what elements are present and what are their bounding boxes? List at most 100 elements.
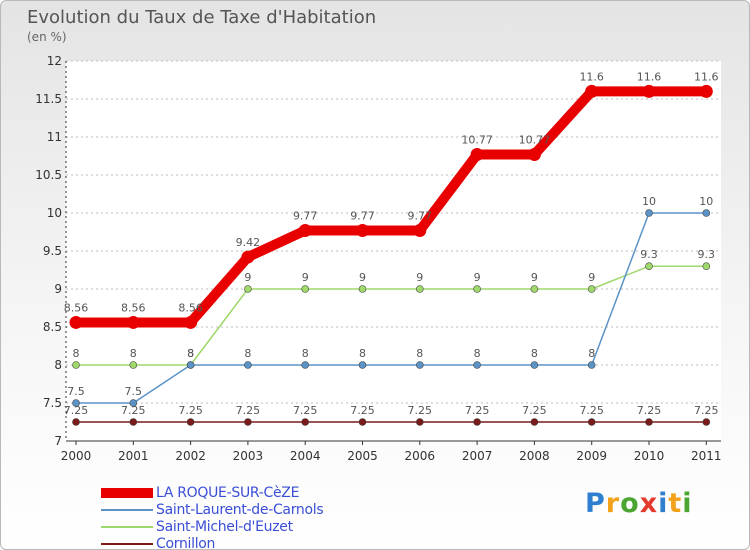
logo-letter: i bbox=[658, 488, 669, 519]
data-point bbox=[358, 361, 367, 369]
legend-label-saint-michel: Saint-Michel-d'Euzet bbox=[156, 519, 293, 535]
data-point bbox=[186, 418, 195, 426]
data-label: 9 bbox=[302, 271, 309, 284]
data-point bbox=[415, 418, 424, 426]
proxiti-logo: Proxiti bbox=[585, 488, 693, 519]
legend-swatch-la-roque bbox=[101, 488, 153, 498]
data-point bbox=[72, 399, 80, 407]
data-point bbox=[587, 285, 596, 293]
logo-letter: x bbox=[639, 488, 659, 519]
logo-letter: r bbox=[605, 488, 621, 519]
data-label: 9.77 bbox=[350, 209, 375, 222]
data-label: 9.77 bbox=[408, 209, 433, 222]
y-tick-label: 9.5 bbox=[43, 244, 62, 258]
data-point bbox=[301, 285, 310, 293]
data-label: 7.25 bbox=[522, 404, 547, 417]
chart-subtitle: (en %) bbox=[27, 30, 67, 44]
data-label: 9.3 bbox=[640, 248, 658, 261]
y-tick-label: 11 bbox=[47, 130, 62, 144]
data-label: 8.56 bbox=[121, 301, 146, 314]
data-label: 7.25 bbox=[236, 404, 261, 417]
series-line-saint-michel-d-euzet bbox=[76, 265, 707, 366]
data-point bbox=[645, 418, 653, 426]
data-label: 11.6 bbox=[579, 70, 604, 83]
data-label: 7.25 bbox=[408, 404, 433, 417]
data-label: 8 bbox=[531, 347, 538, 360]
logo-letter: i bbox=[682, 488, 693, 519]
data-point bbox=[358, 285, 367, 293]
data-label: 10 bbox=[699, 195, 713, 208]
data-point bbox=[642, 84, 656, 98]
data-point bbox=[301, 361, 310, 369]
data-label: 8 bbox=[416, 347, 423, 360]
x-tick-label: 2008 bbox=[519, 449, 550, 463]
series-line-saint-laurent-de-carnols bbox=[76, 212, 707, 404]
logo-letter: P bbox=[585, 488, 606, 519]
x-tick-label: 2004 bbox=[290, 449, 321, 463]
data-label: 8.56 bbox=[64, 301, 89, 314]
data-label: 7.25 bbox=[694, 404, 719, 417]
data-label: 11.6 bbox=[637, 70, 662, 83]
data-label: 8 bbox=[588, 347, 595, 360]
x-tick-label: 2002 bbox=[175, 449, 206, 463]
data-point bbox=[473, 361, 481, 369]
data-point bbox=[702, 262, 711, 271]
data-point bbox=[415, 361, 424, 369]
data-point bbox=[69, 315, 83, 329]
data-point bbox=[530, 418, 539, 426]
data-label: 7.5 bbox=[125, 385, 143, 398]
x-tick-label: 2009 bbox=[576, 449, 607, 463]
data-label: 9 bbox=[531, 271, 538, 284]
data-point bbox=[470, 147, 484, 161]
data-point bbox=[473, 418, 481, 426]
data-point bbox=[72, 418, 80, 426]
y-tick-label: 7.5 bbox=[43, 396, 62, 410]
data-point bbox=[244, 418, 252, 426]
data-label: 9.42 bbox=[236, 236, 261, 249]
data-label: 7.25 bbox=[178, 404, 203, 417]
data-label: 7.25 bbox=[293, 404, 318, 417]
data-point bbox=[244, 285, 252, 293]
y-tick-label: 8.5 bbox=[43, 320, 62, 334]
y-tick-label: 11.5 bbox=[35, 92, 62, 106]
y-tick-label: 12 bbox=[47, 54, 62, 68]
data-point bbox=[645, 209, 653, 217]
y-tick-label: 8 bbox=[54, 358, 62, 372]
x-tick-label: 2000 bbox=[61, 449, 92, 463]
y-tick-label: 10.5 bbox=[35, 168, 62, 182]
series-line-la-roque-sur-c-ze bbox=[76, 86, 707, 328]
y-tick-label: 10 bbox=[47, 206, 62, 220]
data-point bbox=[129, 361, 138, 369]
data-label: 7.25 bbox=[350, 404, 375, 417]
x-tick-label: 2005 bbox=[347, 449, 378, 463]
data-point bbox=[413, 223, 427, 237]
data-label: 7.5 bbox=[67, 385, 85, 398]
data-label: 9.77 bbox=[293, 209, 318, 222]
data-label: 7.25 bbox=[579, 404, 604, 417]
data-label: 9 bbox=[416, 271, 423, 284]
y-tick-label: 7 bbox=[54, 434, 62, 448]
data-label: 10.77 bbox=[519, 133, 551, 146]
legend-label-cornillon: Cornillon bbox=[156, 536, 216, 550]
data-point bbox=[473, 285, 481, 293]
data-point bbox=[699, 84, 713, 98]
data-label: 9 bbox=[588, 271, 595, 284]
data-point bbox=[356, 223, 369, 237]
x-tick-label: 2011 bbox=[691, 449, 722, 463]
data-point bbox=[72, 361, 80, 369]
legend-label-saint-laurent: Saint-Laurent-de-Carnols bbox=[156, 502, 324, 518]
chart-title: Evolution du Taux de Taxe d'Habitation bbox=[27, 7, 377, 28]
data-point bbox=[184, 315, 198, 329]
data-label: 10.77 bbox=[461, 133, 493, 146]
data-point bbox=[129, 399, 138, 407]
data-point bbox=[358, 418, 367, 426]
x-tick-label: 2007 bbox=[462, 449, 493, 463]
data-point bbox=[126, 315, 140, 329]
data-point bbox=[645, 262, 653, 271]
legend-label-la-roque: LA ROQUE-SUR-CèZE bbox=[156, 485, 300, 501]
data-point bbox=[129, 418, 138, 426]
data-point bbox=[186, 361, 195, 369]
logo-letter: t bbox=[668, 488, 683, 519]
data-point bbox=[415, 285, 424, 293]
